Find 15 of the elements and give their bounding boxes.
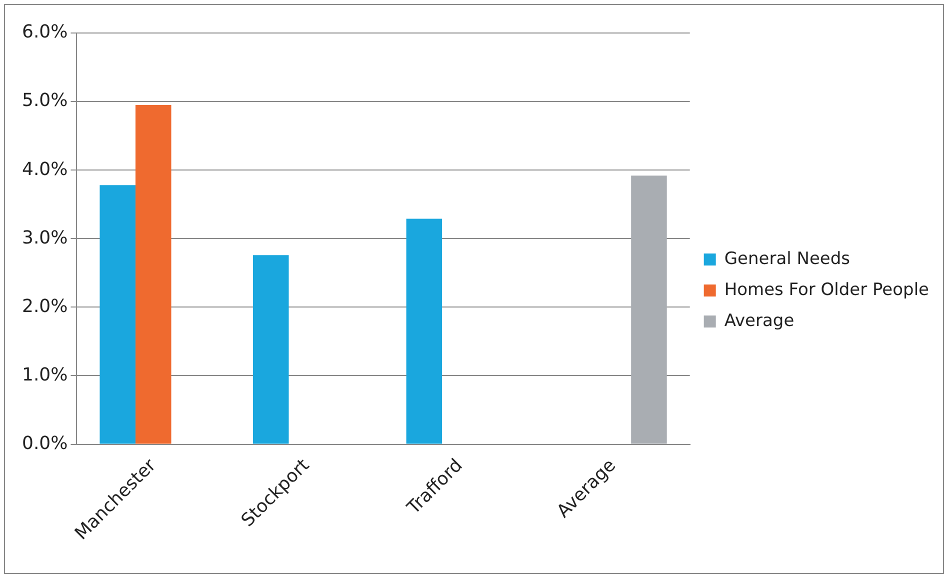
legend-label: Average [724, 310, 794, 331]
y-tick-label: 0.0% [22, 432, 68, 454]
bar [135, 104, 172, 444]
bar [100, 185, 136, 444]
bar [406, 218, 442, 444]
y-tick-label: 4.0% [22, 158, 68, 180]
legend-label: Homes For Older People [724, 280, 929, 300]
legend-label: General Needs [724, 248, 850, 269]
y-tick-label: 2.0% [22, 296, 68, 317]
bar [253, 255, 289, 444]
y-tick-label: 1.0% [22, 364, 68, 386]
bar [631, 176, 667, 444]
y-tick-label: 5.0% [22, 90, 68, 112]
y-tick-label: 3.0% [22, 227, 68, 248]
y-tick-label: 6.0% [22, 22, 68, 43]
